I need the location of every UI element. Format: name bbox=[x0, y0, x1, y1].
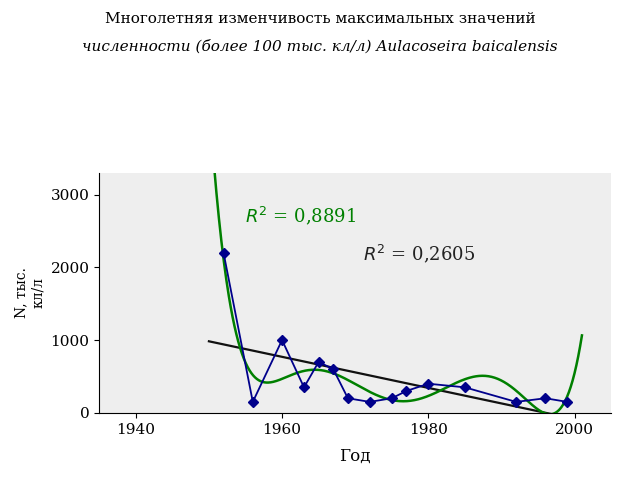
Text: Многолетняя изменчивость максимальных значений: Многолетняя изменчивость максимальных зн… bbox=[105, 12, 535, 26]
Text: численности (более 100 тыс. кл/л) Aulacoseira baicalensis: численности (более 100 тыс. кл/л) Aulaco… bbox=[82, 39, 558, 54]
Text: $R^2$ = 0,2605: $R^2$ = 0,2605 bbox=[362, 242, 475, 264]
Text: $R^2$ = 0,8891: $R^2$ = 0,8891 bbox=[246, 204, 356, 227]
X-axis label: Год: Год bbox=[339, 448, 371, 465]
Y-axis label: N, тыс.
кл/л: N, тыс. кл/л bbox=[15, 267, 45, 318]
